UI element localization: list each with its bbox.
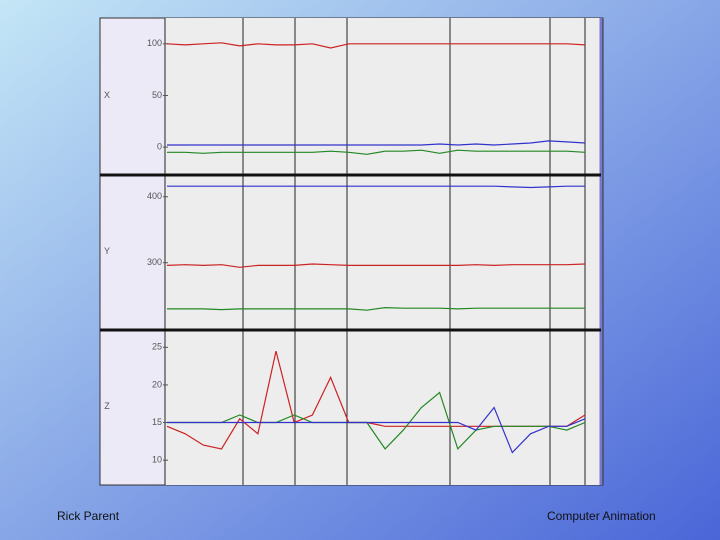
y-tick-label: 100 <box>147 38 162 48</box>
y-tick-label: 50 <box>152 90 162 100</box>
data-line <box>166 42 586 49</box>
data-line <box>167 306 585 311</box>
plot-area <box>165 18 601 485</box>
y-axis-label: Y <box>104 246 110 256</box>
y-tick-label: 400 <box>147 191 162 201</box>
footer-right: Computer Animation <box>547 509 656 523</box>
data-line <box>167 149 586 155</box>
y-axis-label: Z <box>104 401 110 411</box>
y-tick-label: 0 <box>157 141 162 151</box>
data-line <box>167 185 585 189</box>
data-line <box>167 391 586 451</box>
y-axis-label: X <box>104 90 110 100</box>
data-line <box>166 263 586 268</box>
y-tick-label: 300 <box>147 257 162 267</box>
y-tick-label: 25 <box>152 342 162 352</box>
y-tick-label: 10 <box>152 455 162 465</box>
data-line <box>167 406 586 454</box>
y-tick-label: 20 <box>152 379 162 389</box>
y-tick-label: 15 <box>152 417 162 427</box>
footer-left: Rick Parent <box>57 509 120 523</box>
data-line <box>167 140 586 146</box>
